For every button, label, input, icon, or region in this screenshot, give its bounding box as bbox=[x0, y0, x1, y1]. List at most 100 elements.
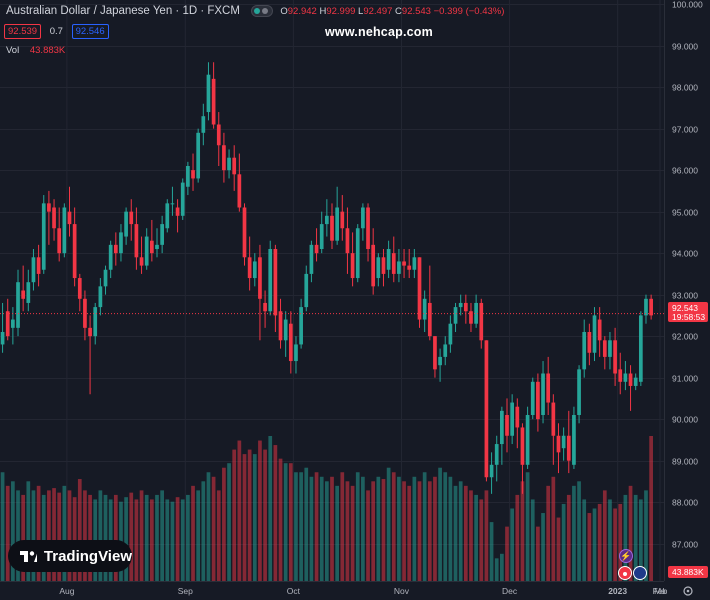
volume-bar bbox=[304, 467, 309, 581]
candle bbox=[201, 103, 206, 146]
volume-bar bbox=[479, 499, 484, 581]
symbol-title[interactable]: Australian Dollar / Japanese Yen · 1D · … bbox=[6, 5, 240, 18]
candle bbox=[582, 319, 587, 378]
candle bbox=[288, 311, 293, 374]
candle bbox=[103, 265, 108, 295]
volume-bar bbox=[216, 490, 221, 581]
volume-bar bbox=[31, 490, 36, 581]
candle bbox=[0, 302, 5, 353]
volume-bar bbox=[98, 490, 103, 581]
buy-price-button[interactable]: 92.546 bbox=[71, 24, 109, 39]
volume-bar bbox=[160, 490, 164, 581]
volume-bar bbox=[113, 494, 118, 581]
volume-bar bbox=[103, 494, 108, 581]
candle bbox=[386, 240, 391, 279]
volume-bar bbox=[366, 490, 370, 581]
volume-bar bbox=[124, 497, 128, 581]
volume-bar bbox=[530, 499, 535, 581]
volume-bar bbox=[299, 472, 303, 581]
lightning-event-icon[interactable]: ⚡ bbox=[619, 549, 633, 563]
volume-bar bbox=[26, 481, 31, 581]
candle bbox=[211, 62, 216, 129]
volume-bar bbox=[165, 499, 170, 581]
x-tick-label: Ma bbox=[654, 586, 666, 596]
candle bbox=[170, 186, 175, 216]
candle bbox=[93, 302, 98, 345]
candle bbox=[644, 294, 648, 324]
market-status-toggle-icon[interactable] bbox=[251, 5, 274, 17]
candle bbox=[433, 336, 437, 378]
volume-bar bbox=[355, 472, 360, 581]
volume-bar bbox=[551, 476, 556, 581]
last-price-tag: 92.543 19:58:53 bbox=[668, 302, 708, 322]
volume-bar bbox=[330, 476, 334, 581]
volume-label[interactable]: Vol bbox=[6, 45, 20, 56]
candle bbox=[72, 207, 77, 287]
candle bbox=[31, 249, 36, 291]
candle bbox=[561, 427, 566, 461]
candle bbox=[448, 315, 453, 353]
volume-tag-value: 43.883K bbox=[672, 567, 704, 577]
volume-bar bbox=[57, 492, 62, 581]
candle bbox=[206, 62, 211, 121]
volume-bar bbox=[273, 445, 278, 581]
event-marker-icon[interactable] bbox=[618, 566, 632, 580]
volume-bar bbox=[340, 472, 345, 581]
volume-bar bbox=[427, 481, 432, 581]
volume-bar bbox=[582, 499, 587, 581]
candle bbox=[155, 228, 159, 258]
flag-event-icon[interactable] bbox=[633, 566, 647, 580]
y-tick-label: 95.000 bbox=[672, 208, 698, 218]
candle bbox=[427, 265, 432, 341]
candle bbox=[505, 398, 509, 453]
candle bbox=[551, 394, 556, 465]
volume-bar bbox=[52, 488, 56, 581]
volume-bar bbox=[494, 558, 499, 581]
candle bbox=[299, 298, 303, 349]
volume-bar bbox=[361, 476, 365, 581]
volume-bar bbox=[139, 490, 144, 581]
candle bbox=[530, 377, 535, 420]
volume-bar bbox=[36, 485, 41, 581]
volume-bar bbox=[186, 494, 190, 581]
volume-bar bbox=[180, 499, 185, 581]
tradingview-logo[interactable]: TradingView bbox=[8, 540, 132, 572]
candle bbox=[160, 215, 164, 254]
sell-price-button[interactable]: 92.539 bbox=[4, 24, 42, 39]
y-tick-label: 90.000 bbox=[672, 415, 698, 425]
candle bbox=[16, 269, 20, 337]
volume-legend: Vol 43.883K bbox=[6, 45, 65, 56]
volume-bar bbox=[474, 494, 478, 581]
candle bbox=[77, 273, 82, 312]
candle bbox=[149, 219, 154, 262]
candle bbox=[417, 257, 422, 328]
volume-bar bbox=[247, 449, 252, 581]
candlesticks bbox=[0, 62, 653, 494]
volume-bar bbox=[608, 499, 612, 581]
volume-bar bbox=[283, 463, 288, 581]
watermark-text: www.nehcap.com bbox=[325, 25, 433, 39]
volume-bar bbox=[278, 458, 283, 581]
candle bbox=[196, 128, 201, 183]
bar-countdown: 19:58:53 bbox=[672, 312, 705, 322]
volume-bar bbox=[376, 476, 381, 581]
volume-bar bbox=[438, 467, 442, 581]
y-tick-label: 96.000 bbox=[672, 166, 698, 176]
y-tick-label: 97.000 bbox=[672, 125, 698, 135]
candle bbox=[108, 240, 113, 279]
candle bbox=[572, 406, 576, 469]
volume-bar bbox=[500, 553, 504, 581]
candle bbox=[216, 112, 221, 166]
volume-bar bbox=[72, 497, 77, 581]
candle bbox=[453, 302, 458, 332]
settings-gear-icon[interactable] bbox=[683, 586, 693, 596]
candle bbox=[41, 195, 46, 274]
volume-bar bbox=[155, 494, 159, 581]
volume-bar bbox=[649, 436, 653, 581]
volume-bar bbox=[252, 454, 257, 581]
high-value: 92.999 bbox=[326, 6, 356, 18]
change-value: −0.399 (−0.43%) bbox=[433, 6, 505, 18]
y-tick-label: 87.000 bbox=[672, 540, 698, 550]
volume-bar bbox=[134, 499, 139, 581]
